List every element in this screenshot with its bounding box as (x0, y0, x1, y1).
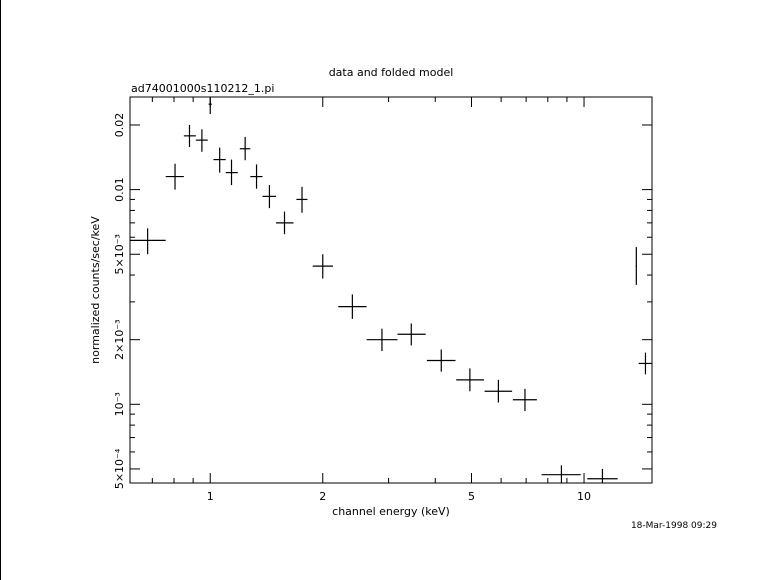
data-point (426, 349, 456, 372)
data-point (262, 185, 277, 209)
data-point (213, 147, 226, 173)
data-point (512, 388, 537, 412)
chart-subtitle: ad74001000s110212_1.pi (131, 82, 274, 95)
x-tick-label: 1 (207, 490, 214, 503)
plot-frame (129, 96, 653, 484)
data-point (239, 136, 251, 161)
y-tick-label: 5×10⁻³ (113, 234, 126, 274)
data-point (366, 328, 398, 352)
data-point (484, 379, 513, 403)
axis-ticks (130, 97, 652, 483)
y-tick-label: 5×10⁻⁴ (113, 448, 126, 489)
data-point (276, 211, 294, 235)
axis-tick-labels: 1 2 5 10 5×10⁻⁴ 10⁻³ 2×10⁻³ 5×10⁻³ 0.01 0.02 (113, 113, 591, 503)
data-point (635, 247, 637, 285)
data-point (397, 323, 426, 346)
data-point (130, 228, 166, 255)
data-point (195, 129, 208, 152)
y-tick-label: 0.01 (113, 177, 126, 202)
x-tick-label: 2 (319, 490, 326, 503)
x-tick-label: 5 (468, 490, 475, 503)
y-tick-label: 2×10⁻³ (113, 319, 126, 359)
data-point (338, 294, 367, 319)
data-point (638, 352, 652, 375)
left-edge-rule (0, 0, 1, 580)
y-tick-label: 0.02 (113, 113, 126, 138)
x-axis-label: channel energy (keV) (332, 505, 450, 518)
data-point (312, 254, 333, 279)
data-point (296, 186, 308, 213)
x-tick-label: 10 (577, 490, 591, 503)
data-point (183, 124, 196, 147)
timestamp: 18-Mar-1998 09:29 (631, 521, 717, 531)
y-tick-label: 10⁻³ (113, 392, 126, 416)
data-point (225, 159, 238, 186)
data-point (587, 468, 618, 483)
data-point (456, 368, 485, 392)
y-axis-label: normalized counts/sec/keV (89, 216, 102, 364)
data-point (165, 163, 184, 190)
data-point (541, 465, 581, 483)
data-point (250, 164, 263, 189)
data-points (130, 97, 652, 483)
chart-title: data and folded model (329, 66, 454, 79)
data-point (208, 97, 212, 114)
